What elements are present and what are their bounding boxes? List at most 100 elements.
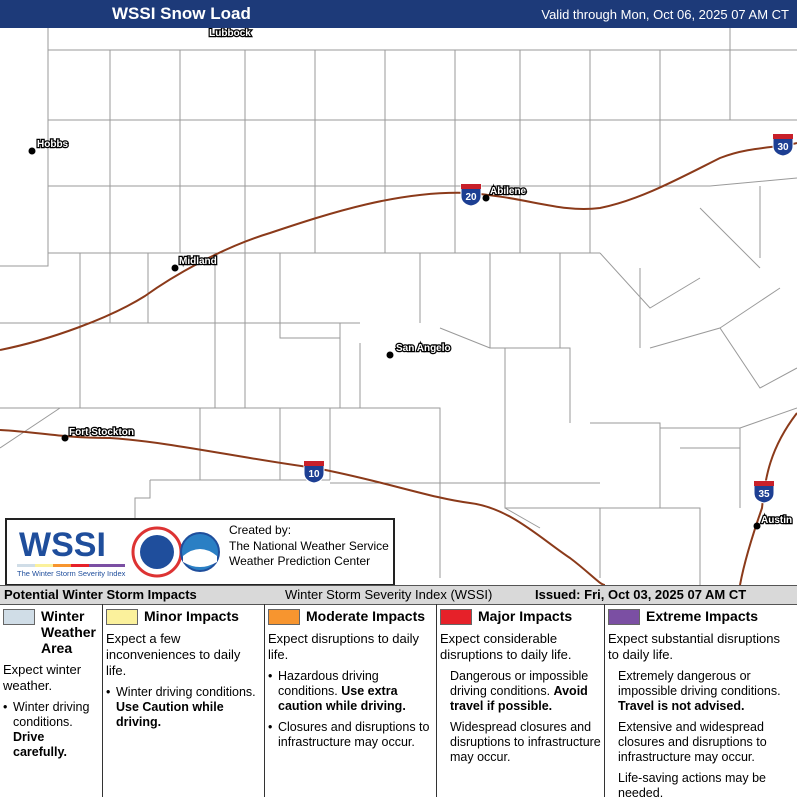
logo-graphic: WSSI The Winter Storm Severity Index Cre… [17,523,389,578]
impact-text: Winter driving conditions. [116,685,256,699]
impact-header: Moderate Impacts [268,608,433,625]
impact-emphasis: Avoid travel if possible. [450,684,588,713]
logo-bar [71,564,89,567]
city-dot [61,434,69,442]
impact-column: Moderate Impacts Expect disruptions to da… [265,604,437,797]
impact-emphasis: Travel is not advised. [618,699,745,713]
roads [0,142,797,585]
impact-text: Winter driving conditions. [13,700,90,729]
impact-items: Dangerous or impossible driving conditio… [440,669,601,765]
impact-items: Winter driving conditions. Use Caution w… [106,685,261,730]
impact-text: Extremely dangerous or impossible drivin… [618,669,781,698]
legend-columns: Winter Weather Area Expect winter weather… [0,604,797,800]
impact-swatch [106,609,138,625]
interstate-shield [460,183,482,207]
index-name: Winter Storm Severity Index (WSSI) [285,587,493,602]
impact-column: Major Impacts Expect considerable disrupt… [437,604,605,797]
legend-title: Potential Winter Storm Impacts [4,587,197,602]
impact-items: Extremely dangerous or impossible drivin… [608,669,794,801]
city-dot [482,194,490,202]
interstate-shield [772,133,794,157]
map: Lubbock Hobbs Midland Abilene San Angelo Fort… [0,28,797,585]
interstate-number: 20 [465,192,477,203]
header: WSSI Snow Load Valid through Mon, Oct 06… [0,0,797,28]
impact-text: Hazardous driving conditions. [278,669,379,698]
logo-name: WSSI [19,526,106,564]
interstate-number: 10 [308,469,320,480]
impact-name: Winter Weather Area [41,608,96,656]
impact-column: Minor Impacts Expect a few inconveniences… [103,604,265,797]
city-label: San Angelo [396,343,451,354]
impact-summary: Expect disruptions to daily life. [268,631,420,662]
interstate-shield-top [461,184,481,189]
city-label: Midland [179,256,217,267]
impact-swatch [440,609,472,625]
impact-text: Life-saving actions may be needed. [618,771,766,800]
logo-box: WSSI The Winter Storm Severity Index Cre… [5,518,395,586]
impact-items: Hazardous driving conditions. Use extra … [268,669,433,750]
impact-item: Dangerous or impossible driving conditio… [440,669,601,714]
impact-item: Winter driving conditions. Use Caution w… [106,685,261,730]
impact-text: Extensive and widespread closures and di… [618,720,767,764]
impact-item: Winter driving conditions. Drive careful… [3,700,99,760]
impact-header: Winter Weather Area [3,608,99,656]
impact-summary: Expect a few inconveniences to daily lif… [106,631,241,678]
city-dot [386,351,394,359]
impact-name: Major Impacts [478,608,573,624]
impact-swatch [3,609,35,625]
map-background [0,28,797,585]
logo-bar [89,564,125,567]
logo-bar [17,564,35,567]
interstate-number: 30 [777,142,789,153]
city-label: Austin [761,515,792,526]
impact-name: Extreme Impacts [646,608,759,624]
city-label: Lubbock [209,28,251,39]
city-dot [28,147,36,155]
city-dot [753,522,761,530]
noaa-logo-wave [183,549,217,567]
interstate-shield-top [773,134,793,139]
impact-column: Winter Weather Area Expect winter weather… [0,604,103,797]
created-by: Created by: [229,523,291,537]
impact-emphasis: Use extra caution while driving. [278,684,406,713]
city-label: Abilene [490,186,527,197]
title: WSSI Snow Load [112,4,251,23]
impact-name: Minor Impacts [144,608,239,624]
issued: Issued: Fri, Oct 03, 2025 07 AM CT [535,587,747,602]
nws-logo-inner [140,535,174,569]
impact-swatch [268,609,300,625]
logo-subtitle: The Winter Storm Severity Index [17,569,126,578]
impact-text: Closures and disruptions to infrastructu… [278,720,430,749]
county-lines [0,28,797,585]
city-label: Fort Stockton [69,427,134,438]
impact-summary: Expect winter weather. [3,662,82,693]
city-dot [171,264,179,272]
impact-text: Widespread closures and disruptions to i… [450,720,601,764]
impact-item: Closures and disruptions to infrastructu… [268,720,433,750]
impact-items: Winter driving conditions. Drive careful… [3,700,99,760]
impact-header: Minor Impacts [106,608,261,625]
interstate-shield-top [304,461,324,466]
interstate-shield [303,460,325,484]
impact-item: Hazardous driving conditions. Use extra … [268,669,433,714]
impact-emphasis: Drive carefully. [13,730,67,759]
legend-bar: Potential Winter Storm Impacts Winter St… [0,585,797,605]
org: The National Weather Service [229,539,389,553]
impact-item: Extremely dangerous or impossible drivin… [608,669,794,714]
logo-bar [35,564,53,567]
org: Weather Prediction Center [229,554,370,568]
impact-item: Extensive and widespread closures and di… [608,720,794,765]
valid-time: Valid through Mon, Oct 06, 2025 07 AM CT [541,7,789,22]
impact-column: Extreme Impacts Expect substantial disrup… [605,604,797,800]
interstate-number: 35 [758,489,770,500]
impact-name: Moderate Impacts [306,608,426,624]
interstate-shield [753,480,775,504]
logo-bar [53,564,71,567]
interstate-shield-top [754,481,774,486]
impact-summary: Expect substantial disruptions to daily … [608,631,780,662]
impact-item: Widespread closures and disruptions to i… [440,720,601,765]
city-label: Hobbs [37,139,69,150]
impact-emphasis: Use Caution while driving. [116,700,224,729]
impact-header: Major Impacts [440,608,601,625]
